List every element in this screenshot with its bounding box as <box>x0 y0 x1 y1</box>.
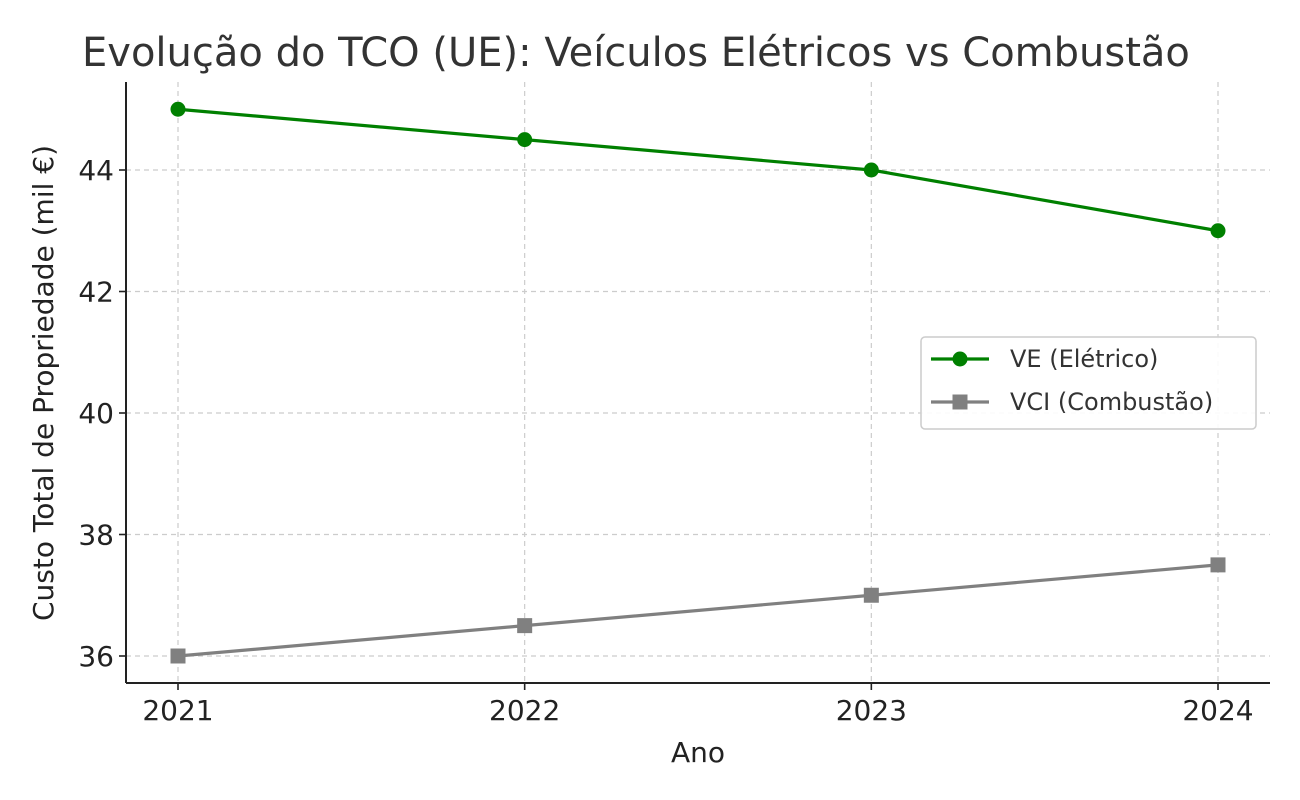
legend-marker <box>952 394 968 410</box>
data-point <box>170 648 186 664</box>
data-point <box>863 587 879 603</box>
y-axis-label: Custo Total de Propriedade (mil €) <box>27 145 60 621</box>
legend-box <box>920 336 1257 430</box>
data-point <box>170 101 186 117</box>
data-point <box>1210 223 1226 239</box>
series-ve <box>170 101 1226 239</box>
data-point <box>517 618 533 634</box>
x-axis-ticks: 2021 2022 2023 2024 <box>142 683 1254 727</box>
x-tick-label: 2024 <box>1182 694 1253 727</box>
legend-item: VCI (Combustão) <box>931 388 1213 416</box>
series-vci <box>170 557 1226 664</box>
data-point <box>517 132 533 148</box>
series-line <box>177 563 1219 658</box>
legend-marker <box>952 351 968 367</box>
y-tick-label: 40 <box>78 397 114 430</box>
legend-label: VCI (Combustão) <box>1010 388 1213 416</box>
legend-label: VE (Elétrico) <box>1010 345 1158 373</box>
y-axis-ticks: 36 38 40 42 44 <box>78 154 126 673</box>
legend: VE (Elétrico) VCI (Combustão) <box>920 336 1257 430</box>
x-tick-label: 2023 <box>836 694 907 727</box>
series-layer <box>170 101 1226 664</box>
x-axis-label: Ano <box>671 736 725 769</box>
y-tick-label: 36 <box>78 640 114 673</box>
grid <box>126 82 1270 683</box>
y-tick-label: 38 <box>78 519 114 552</box>
chart-title: Evolução do TCO (UE): Veículos Elétricos… <box>82 30 1190 76</box>
legend-item: VE (Elétrico) <box>931 345 1158 373</box>
series-line <box>177 107 1219 233</box>
x-tick-label: 2022 <box>489 694 560 727</box>
x-tick-label: 2021 <box>142 694 213 727</box>
data-point <box>863 162 879 178</box>
y-tick-label: 42 <box>78 276 114 309</box>
data-point <box>1210 557 1226 573</box>
y-tick-label: 44 <box>78 154 114 187</box>
